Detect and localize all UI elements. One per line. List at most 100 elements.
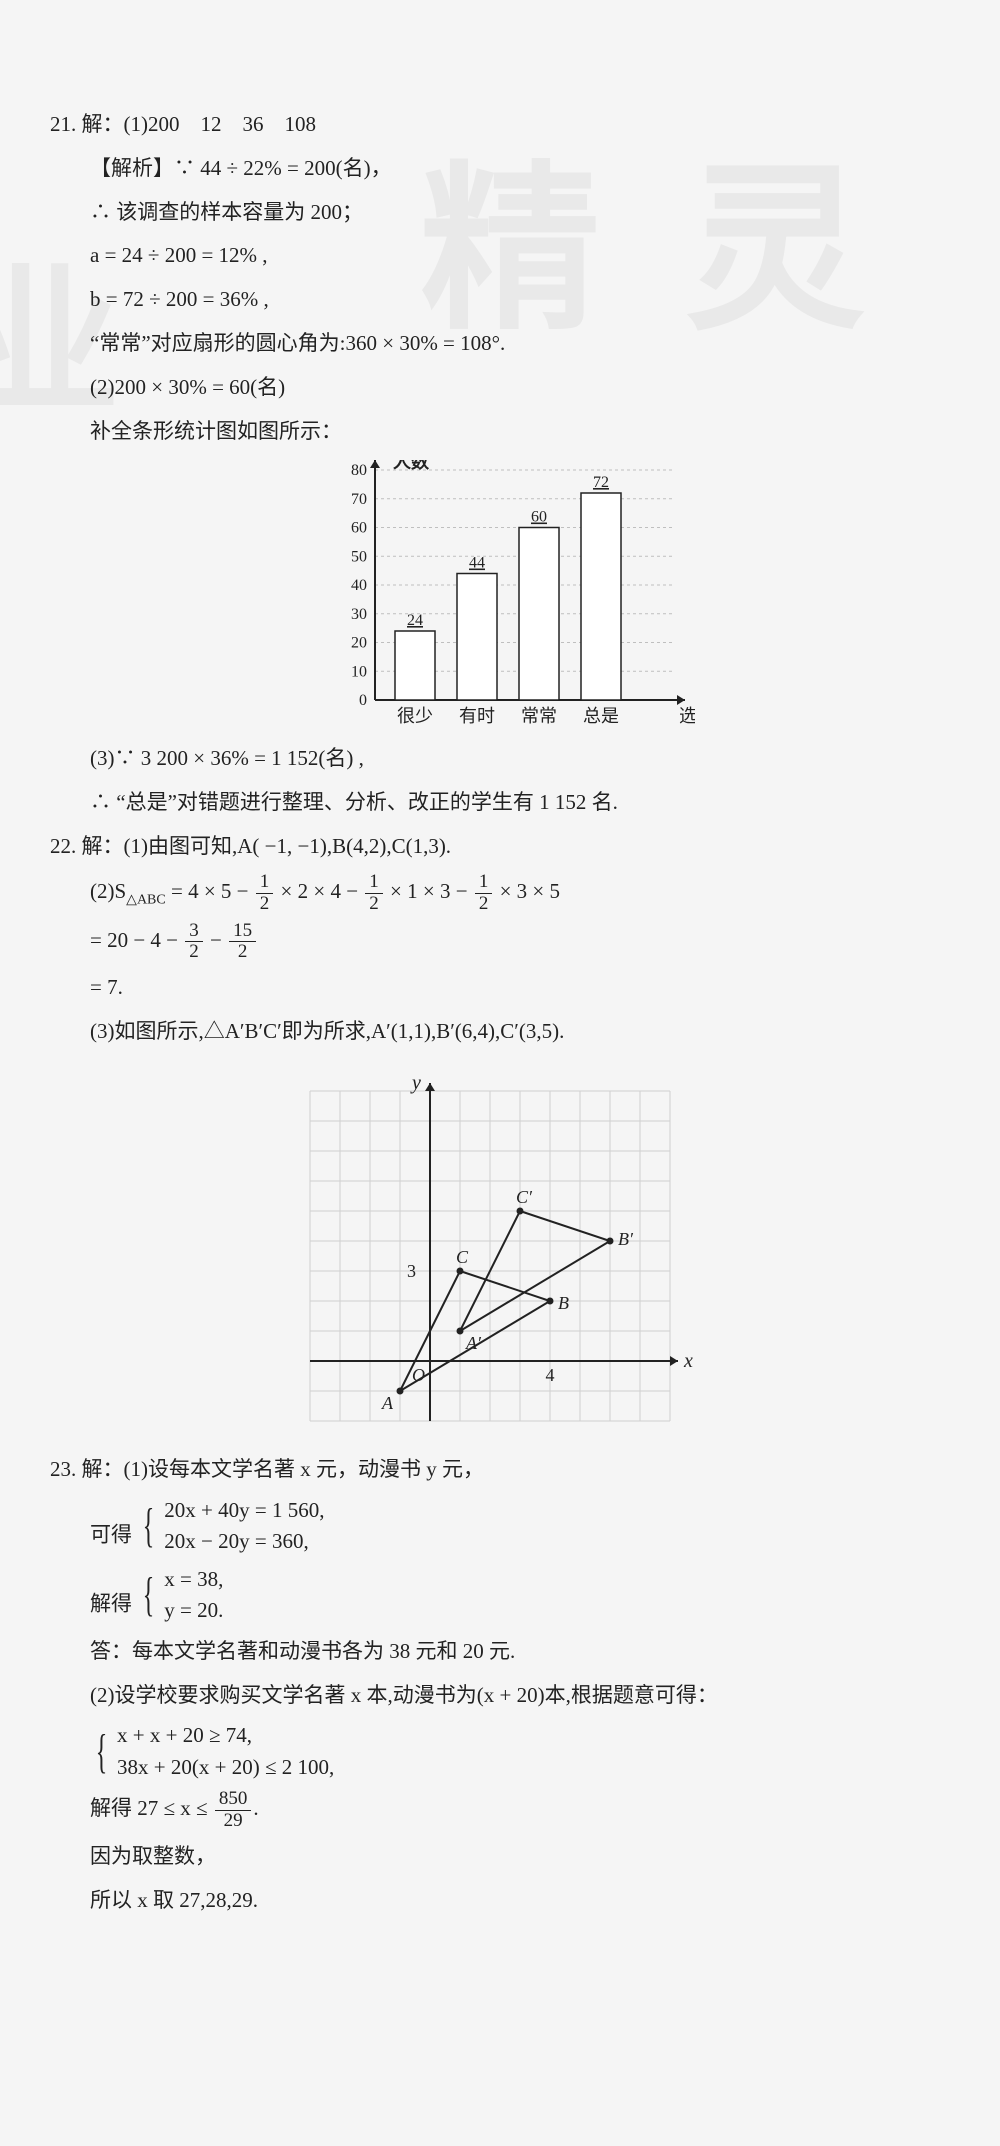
svg-text:C: C (456, 1247, 469, 1267)
svg-text:4: 4 (546, 1365, 555, 1385)
equation-line: 20x − 20y = 360, (164, 1526, 324, 1558)
denominator: 2 (185, 942, 203, 963)
text: 解得 27 ≤ x ≤ (90, 1797, 213, 1821)
analysis-label: 【解析】 (90, 156, 174, 180)
text: − (205, 928, 227, 952)
q23-l1: 23. 解：(1)设每本文学名著 x 元，动漫书 y 元， (30, 1451, 970, 1489)
text: (3)∵ 3 200 × 36% = 1 152(名) , (30, 740, 970, 778)
denominator: 2 (234, 942, 252, 963)
text: (3)如图所示,△A′B′C′即为所求,A′(1,1),B′(6,4),C′(3… (30, 1013, 970, 1051)
equation-system: { x + x + 20 ≥ 74, 38x + 20(x + 20) ≤ 2 … (30, 1720, 970, 1783)
coordinate-graph: xyO43ABCA′B′C′ (30, 1061, 970, 1441)
system-lines: x = 38, y = 20. (164, 1564, 223, 1627)
q22-l2: (2)S△ABC = 4 × 5 − 12 × 2 × 4 − 12 × 1 ×… (30, 872, 970, 915)
text: “常常”对应扇形的圆心角为:360 × 30% = 108°. (30, 325, 970, 363)
text: ∵ 44 ÷ 22% = 200(名)， (174, 156, 392, 180)
denominator: 2 (256, 894, 274, 915)
equation-line: y = 20. (164, 1595, 223, 1627)
numerator: 850 (215, 1789, 252, 1811)
left-brace-icon: { (143, 1576, 155, 1614)
svg-text:人数: 人数 (393, 460, 430, 472)
svg-text:44: 44 (469, 555, 485, 572)
equation-line: x = 38, (164, 1564, 223, 1596)
numerator: 1 (475, 872, 493, 894)
left-brace-icon: { (96, 1733, 108, 1771)
svg-text:x: x (683, 1350, 693, 1372)
denominator: 2 (365, 894, 383, 915)
text: = 20 − 4 − (90, 928, 183, 952)
text: ∴ “总是”对错题进行整理、分析、改正的学生有 1 152 名. (30, 784, 970, 822)
svg-text:60: 60 (351, 520, 367, 537)
text: 可得 (90, 1522, 132, 1546)
text: = 7. (30, 969, 970, 1007)
svg-text:A′: A′ (465, 1333, 482, 1353)
svg-text:10: 10 (351, 664, 367, 681)
numerator: 3 (185, 921, 203, 943)
svg-text:50: 50 (351, 549, 367, 566)
svg-text:30: 30 (351, 606, 367, 623)
svg-text:有时: 有时 (459, 706, 495, 726)
text: × 3 × 5 (494, 879, 560, 903)
q22-l1: 22. 解：(1)由图可知,A( −1, −1),B(4,2),C(1,3). (30, 828, 970, 866)
fraction: 12 (475, 872, 493, 915)
fraction: 152 (229, 921, 256, 964)
text: a = 24 ÷ 200 = 12% , (30, 237, 970, 275)
svg-text:很少: 很少 (397, 706, 433, 726)
svg-text:20: 20 (351, 635, 367, 652)
coordinate-graph-svg: xyO43ABCA′B′C′ (280, 1061, 720, 1441)
text: ∴ 该调查的样本容量为 200； (30, 194, 970, 232)
text: 解得 (90, 1591, 132, 1615)
svg-text:B′: B′ (618, 1229, 634, 1249)
subscript: △ABC (126, 892, 166, 907)
denominator: 2 (475, 894, 493, 915)
brace-group: { x + x + 20 ≥ 74, 38x + 20(x + 20) ≤ 2 … (90, 1720, 334, 1783)
text: . (253, 1797, 258, 1821)
numerator: 1 (256, 872, 274, 894)
numerator: 1 (365, 872, 383, 894)
q21-analysis: 【解析】∵ 44 ÷ 22% = 200(名)， (30, 150, 970, 188)
system-lines: 20x + 40y = 1 560, 20x − 20y = 360, (164, 1495, 324, 1558)
svg-text:0: 0 (359, 692, 367, 709)
text: × 2 × 4 − (275, 879, 363, 903)
text: b = 72 ÷ 200 = 36% , (30, 281, 970, 319)
svg-text:C′: C′ (516, 1187, 533, 1207)
svg-text:80: 80 (351, 462, 367, 479)
equation-line: 20x + 40y = 1 560, (164, 1495, 324, 1527)
brace-group: { x = 38, y = 20. (137, 1564, 223, 1627)
svg-text:3: 3 (407, 1261, 416, 1281)
bar-chart: 01020304050607080人数24很少44有时60常常72总是选项 (30, 460, 970, 730)
bar-chart-svg: 01020304050607080人数24很少44有时60常常72总是选项 (305, 460, 695, 730)
fraction: 12 (256, 872, 274, 915)
svg-text:A: A (381, 1393, 394, 1413)
text: 补全条形统计图如图所示： (30, 413, 970, 451)
denominator: 29 (220, 1811, 247, 1832)
numerator: 15 (229, 921, 256, 943)
equation-system: 可得 { 20x + 40y = 1 560, 20x − 20y = 360, (30, 1495, 970, 1558)
document-content: 21. 解：(1)200 12 36 108 【解析】∵ 44 ÷ 22% = … (30, 106, 970, 1920)
svg-text:选项: 选项 (679, 706, 695, 726)
equation-system: 解得 { x = 38, y = 20. (30, 1564, 970, 1627)
svg-text:y: y (410, 1072, 421, 1094)
equation-line: 38x + 20(x + 20) ≤ 2 100, (117, 1752, 334, 1784)
svg-text:40: 40 (351, 577, 367, 594)
q21-header: 21. 解：(1)200 12 36 108 (30, 106, 970, 144)
fraction: 32 (185, 921, 203, 964)
svg-text:常常: 常常 (521, 706, 557, 726)
text: × 1 × 3 − (385, 879, 473, 903)
svg-text:24: 24 (407, 612, 423, 629)
svg-text:总是: 总是 (583, 706, 619, 726)
brace-group: { 20x + 40y = 1 560, 20x − 20y = 360, (137, 1495, 324, 1558)
text: = 4 × 5 − (166, 879, 254, 903)
text: 所以 x 取 27,28,29. (30, 1882, 970, 1920)
text: (2)200 × 30% = 60(名) (30, 369, 970, 407)
text: (2)设学校要求购买文学名著 x 本,动漫书为(x + 20)本,根据题意可得： (30, 1677, 970, 1715)
svg-text:B: B (558, 1293, 569, 1313)
left-brace-icon: { (143, 1507, 155, 1545)
equation-line: x + x + 20 ≥ 74, (117, 1720, 334, 1752)
text: 因为取整数， (30, 1838, 970, 1876)
q22-l3: = 20 − 4 − 32 − 152 (30, 921, 970, 964)
text: 解得 27 ≤ x ≤ 85029. (30, 1789, 970, 1832)
svg-text:60: 60 (531, 509, 547, 526)
fraction: 85029 (215, 1789, 252, 1832)
text: 答：每本文学名著和动漫书各为 38 元和 20 元. (30, 1633, 970, 1671)
